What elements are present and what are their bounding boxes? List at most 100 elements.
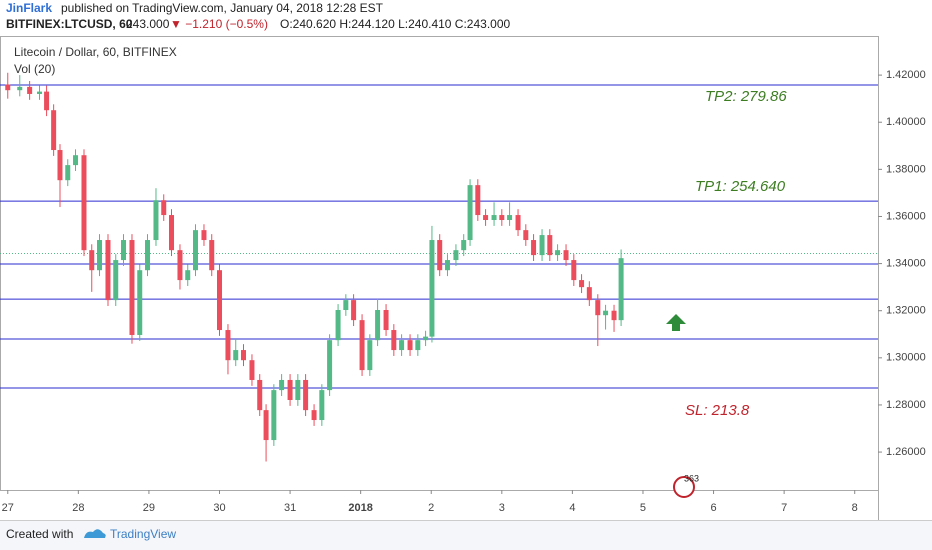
candle-body	[185, 270, 191, 281]
candle-body	[51, 110, 57, 151]
candle-body	[295, 379, 301, 401]
candle-body	[555, 250, 561, 256]
candle-body	[279, 379, 285, 391]
y-tick-label: 1.40000	[886, 116, 926, 128]
annotation: TP1: 254.640	[695, 178, 786, 195]
candle-body	[201, 230, 207, 241]
candle-body	[359, 320, 365, 371]
last: 243.000	[126, 17, 170, 31]
candle-body	[499, 215, 505, 221]
candle-body	[73, 155, 79, 166]
candle-body	[37, 91, 43, 94]
candle-body	[467, 185, 473, 241]
candle-body	[523, 230, 529, 241]
candle-body	[407, 340, 413, 351]
candle-body	[547, 235, 553, 256]
candle-body	[263, 410, 269, 441]
y-tick-label: 1.36000	[886, 210, 926, 222]
candle-body	[507, 215, 513, 221]
footer-brand[interactable]: TradingView	[110, 527, 176, 541]
candle-body	[217, 270, 222, 331]
candle-body	[105, 240, 111, 301]
candle-body	[586, 287, 592, 301]
candle-body	[287, 379, 293, 401]
candle-body	[161, 200, 167, 216]
x-tick-label: 28	[72, 502, 84, 514]
x-tick-label: 3	[499, 502, 505, 514]
candle-body	[209, 240, 215, 271]
candle-body	[618, 258, 624, 321]
badge: 363	[684, 473, 699, 483]
candle-body	[17, 86, 23, 91]
candle-body	[57, 150, 63, 181]
footer-logo	[84, 529, 106, 538]
candle-body	[444, 260, 450, 271]
candle-body	[603, 310, 609, 316]
candle-body	[335, 310, 341, 341]
badge-icon	[673, 476, 695, 498]
candle-body	[319, 390, 325, 421]
candle-body	[415, 340, 421, 351]
candle-body	[437, 240, 443, 271]
indicator: Vol (20)	[14, 62, 55, 76]
symbol: BITFINEX:LTCUSD, 60	[6, 17, 133, 31]
candle-body	[271, 390, 277, 441]
candle-body	[129, 240, 135, 335]
author[interactable]: JinFlark	[6, 1, 52, 15]
candle-body	[483, 215, 489, 221]
candle-body	[89, 250, 95, 271]
candle-body	[461, 240, 467, 251]
candle-body	[193, 230, 199, 271]
candle-body	[27, 86, 33, 94]
x-tick-label: 4	[569, 502, 575, 514]
x-tick-label: 2018	[348, 502, 372, 514]
footer-bg	[0, 520, 932, 550]
candle-body	[491, 215, 497, 221]
candle-body	[257, 379, 263, 411]
y-tick-label: 1.38000	[886, 163, 926, 175]
candle-body	[44, 91, 50, 111]
y-tick-label: 1.42000	[886, 69, 926, 81]
candle-body	[579, 280, 585, 288]
x-tick-label: 29	[143, 502, 155, 514]
candle-body	[375, 310, 381, 341]
x-tick-label: 30	[213, 502, 225, 514]
x-tick-label: 31	[284, 502, 296, 514]
candle-body	[240, 350, 246, 361]
x-tick-label: 27	[2, 502, 14, 514]
candle-body	[137, 270, 143, 335]
y-tick-label: 1.32000	[886, 305, 926, 317]
candle-body	[113, 260, 119, 301]
ohlc: O:240.620 H:244.120 L:240.410 C:243.000	[280, 17, 511, 31]
candle-body	[563, 250, 569, 261]
x-tick-label: 5	[640, 502, 646, 514]
candle-body	[121, 240, 127, 261]
footer-created: Created with	[6, 527, 73, 541]
candle-body	[225, 330, 231, 361]
y-tick-label: 1.34000	[886, 257, 926, 269]
candle-body	[399, 340, 405, 351]
candle-body	[145, 240, 151, 271]
y-tick-label: 1.28000	[886, 399, 926, 411]
published: published on TradingView.com, January 04…	[61, 1, 384, 15]
candle-body	[81, 155, 87, 251]
x-tick-label: 6	[710, 502, 716, 514]
candle-body	[233, 350, 239, 361]
candle-body	[531, 240, 537, 256]
candle-body	[571, 260, 577, 281]
candle-body	[367, 340, 373, 371]
y-tick-label: 1.30000	[886, 352, 926, 364]
candle-body	[351, 300, 357, 321]
candle-body	[429, 240, 435, 337]
candle-body	[595, 300, 601, 316]
x-tick-label: 7	[781, 502, 787, 514]
change: ▼ −1.210 (−0.5%)	[170, 17, 268, 31]
candle-body	[453, 250, 459, 261]
candle-body	[97, 240, 103, 271]
candle-body	[327, 340, 333, 391]
candle-body	[249, 360, 255, 380]
candle-body	[177, 250, 183, 281]
candle-body	[169, 215, 175, 251]
y-tick-label: 1.26000	[886, 446, 926, 458]
